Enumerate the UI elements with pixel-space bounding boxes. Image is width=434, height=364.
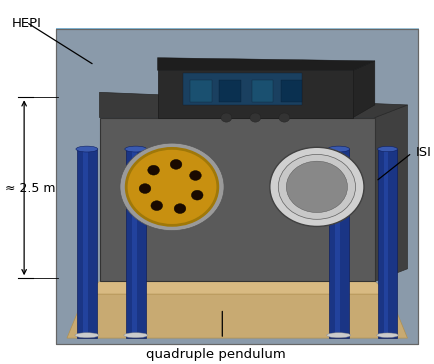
Polygon shape: [67, 294, 407, 338]
Bar: [56, 29, 418, 344]
Text: ISI: ISI: [415, 146, 431, 159]
Ellipse shape: [125, 146, 146, 152]
Bar: [280, 80, 302, 102]
Circle shape: [126, 149, 217, 225]
Bar: [157, 70, 352, 118]
Bar: [56, 29, 418, 344]
Bar: [182, 74, 302, 105]
Circle shape: [286, 161, 347, 213]
Bar: [77, 149, 97, 338]
Circle shape: [278, 113, 289, 122]
Circle shape: [174, 204, 185, 214]
Circle shape: [249, 113, 260, 122]
Bar: [334, 149, 339, 338]
Circle shape: [151, 201, 162, 210]
Text: ≈ 2.5 m: ≈ 2.5 m: [5, 182, 55, 195]
Ellipse shape: [75, 333, 99, 338]
Polygon shape: [374, 105, 407, 281]
Text: quadruple pendulum: quadruple pendulum: [146, 348, 285, 361]
Text: HEPI: HEPI: [11, 17, 41, 30]
Bar: [383, 149, 388, 338]
Ellipse shape: [326, 333, 350, 338]
Ellipse shape: [124, 333, 148, 338]
Circle shape: [220, 113, 231, 122]
Bar: [125, 149, 145, 338]
Circle shape: [278, 154, 355, 219]
Bar: [251, 80, 273, 102]
Polygon shape: [157, 58, 374, 70]
Circle shape: [189, 171, 201, 181]
Ellipse shape: [327, 146, 349, 152]
Bar: [328, 149, 348, 338]
Circle shape: [148, 165, 159, 175]
Ellipse shape: [76, 146, 98, 152]
Circle shape: [139, 184, 151, 193]
Bar: [219, 80, 240, 102]
Ellipse shape: [376, 333, 398, 337]
Bar: [83, 149, 88, 338]
Circle shape: [170, 159, 181, 169]
Bar: [190, 80, 211, 102]
Polygon shape: [352, 61, 374, 118]
Circle shape: [269, 147, 363, 226]
Bar: [99, 118, 374, 281]
Polygon shape: [99, 92, 407, 118]
Polygon shape: [85, 281, 388, 294]
Bar: [378, 149, 396, 338]
Ellipse shape: [377, 146, 397, 152]
Bar: [132, 149, 136, 338]
Circle shape: [120, 143, 224, 231]
Circle shape: [191, 190, 203, 200]
